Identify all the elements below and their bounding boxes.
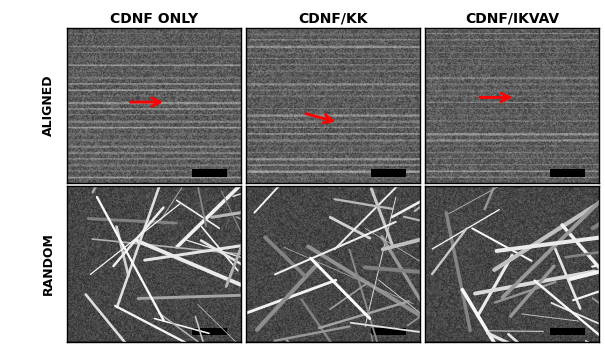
Text: RANDOM: RANDOM: [42, 233, 55, 295]
Text: CDNF/IKVAV: CDNF/IKVAV: [465, 12, 559, 26]
Text: ALIGNED: ALIGNED: [42, 75, 55, 136]
Text: CDNF ONLY: CDNF ONLY: [110, 12, 198, 26]
Text: CDNF/KK: CDNF/KK: [298, 12, 367, 26]
